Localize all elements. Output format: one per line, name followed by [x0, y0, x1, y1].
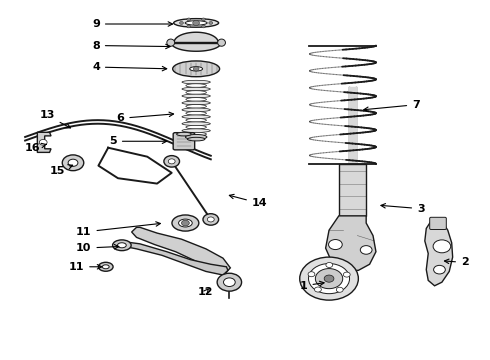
Ellipse shape — [186, 98, 206, 101]
Circle shape — [181, 220, 189, 226]
Circle shape — [433, 240, 451, 253]
Circle shape — [168, 159, 175, 164]
Text: 13: 13 — [39, 111, 71, 128]
Ellipse shape — [187, 137, 205, 141]
Circle shape — [315, 287, 321, 292]
Text: 5: 5 — [109, 136, 167, 146]
Ellipse shape — [186, 118, 206, 122]
Ellipse shape — [185, 134, 207, 139]
Text: 1: 1 — [300, 281, 324, 291]
Ellipse shape — [190, 67, 202, 71]
Ellipse shape — [186, 125, 206, 129]
Polygon shape — [98, 148, 172, 184]
Polygon shape — [172, 43, 220, 51]
Circle shape — [324, 275, 334, 282]
Circle shape — [193, 67, 199, 71]
Circle shape — [179, 22, 183, 24]
Circle shape — [187, 18, 191, 21]
Circle shape — [39, 139, 47, 145]
Circle shape — [68, 159, 78, 166]
Ellipse shape — [178, 219, 192, 227]
Text: 2: 2 — [444, 257, 469, 267]
Text: 9: 9 — [92, 19, 172, 29]
Polygon shape — [132, 227, 230, 273]
Ellipse shape — [173, 19, 219, 27]
Circle shape — [329, 239, 342, 249]
Circle shape — [201, 18, 205, 21]
Ellipse shape — [176, 132, 191, 136]
Ellipse shape — [182, 101, 210, 105]
Circle shape — [308, 272, 315, 277]
Text: 16: 16 — [24, 143, 46, 153]
FancyBboxPatch shape — [339, 164, 366, 216]
Circle shape — [62, 155, 84, 171]
Ellipse shape — [102, 265, 109, 269]
Ellipse shape — [186, 91, 206, 94]
Ellipse shape — [182, 122, 210, 126]
Text: 11: 11 — [76, 222, 160, 237]
Circle shape — [360, 246, 372, 254]
Ellipse shape — [182, 80, 210, 84]
Circle shape — [300, 257, 358, 300]
Ellipse shape — [186, 112, 206, 115]
Circle shape — [203, 214, 219, 225]
Circle shape — [223, 278, 235, 287]
Ellipse shape — [186, 84, 206, 87]
Circle shape — [316, 269, 343, 289]
Ellipse shape — [172, 215, 199, 231]
Circle shape — [209, 22, 213, 24]
Text: 10: 10 — [76, 243, 119, 253]
Ellipse shape — [118, 243, 126, 248]
Circle shape — [343, 272, 350, 277]
Ellipse shape — [182, 108, 210, 112]
Ellipse shape — [185, 21, 207, 25]
Ellipse shape — [186, 132, 206, 136]
Circle shape — [164, 156, 179, 167]
Text: 11: 11 — [69, 262, 102, 272]
Circle shape — [309, 264, 349, 294]
Text: 12: 12 — [198, 287, 214, 297]
Ellipse shape — [98, 262, 113, 271]
FancyBboxPatch shape — [430, 217, 446, 229]
Ellipse shape — [172, 61, 220, 77]
Text: 6: 6 — [117, 112, 173, 123]
Ellipse shape — [186, 104, 206, 108]
Polygon shape — [425, 220, 453, 286]
Circle shape — [201, 25, 205, 28]
Ellipse shape — [167, 39, 174, 46]
Ellipse shape — [182, 94, 210, 98]
Text: 4: 4 — [92, 62, 167, 72]
Text: 7: 7 — [364, 100, 420, 112]
Polygon shape — [37, 132, 51, 152]
Ellipse shape — [182, 87, 210, 91]
Text: 8: 8 — [92, 41, 170, 50]
Circle shape — [207, 217, 214, 222]
Ellipse shape — [218, 39, 225, 46]
FancyBboxPatch shape — [173, 133, 195, 150]
Ellipse shape — [182, 129, 210, 132]
Circle shape — [434, 265, 445, 274]
Text: 14: 14 — [229, 194, 268, 208]
Text: 15: 15 — [49, 165, 73, 176]
Circle shape — [217, 273, 242, 291]
Circle shape — [326, 262, 333, 267]
Ellipse shape — [113, 240, 131, 251]
Circle shape — [193, 21, 199, 26]
Polygon shape — [174, 32, 218, 42]
Polygon shape — [326, 216, 376, 270]
Circle shape — [336, 287, 343, 292]
Circle shape — [187, 25, 191, 28]
Polygon shape — [122, 242, 228, 275]
Text: 3: 3 — [381, 203, 425, 214]
Ellipse shape — [182, 115, 210, 118]
